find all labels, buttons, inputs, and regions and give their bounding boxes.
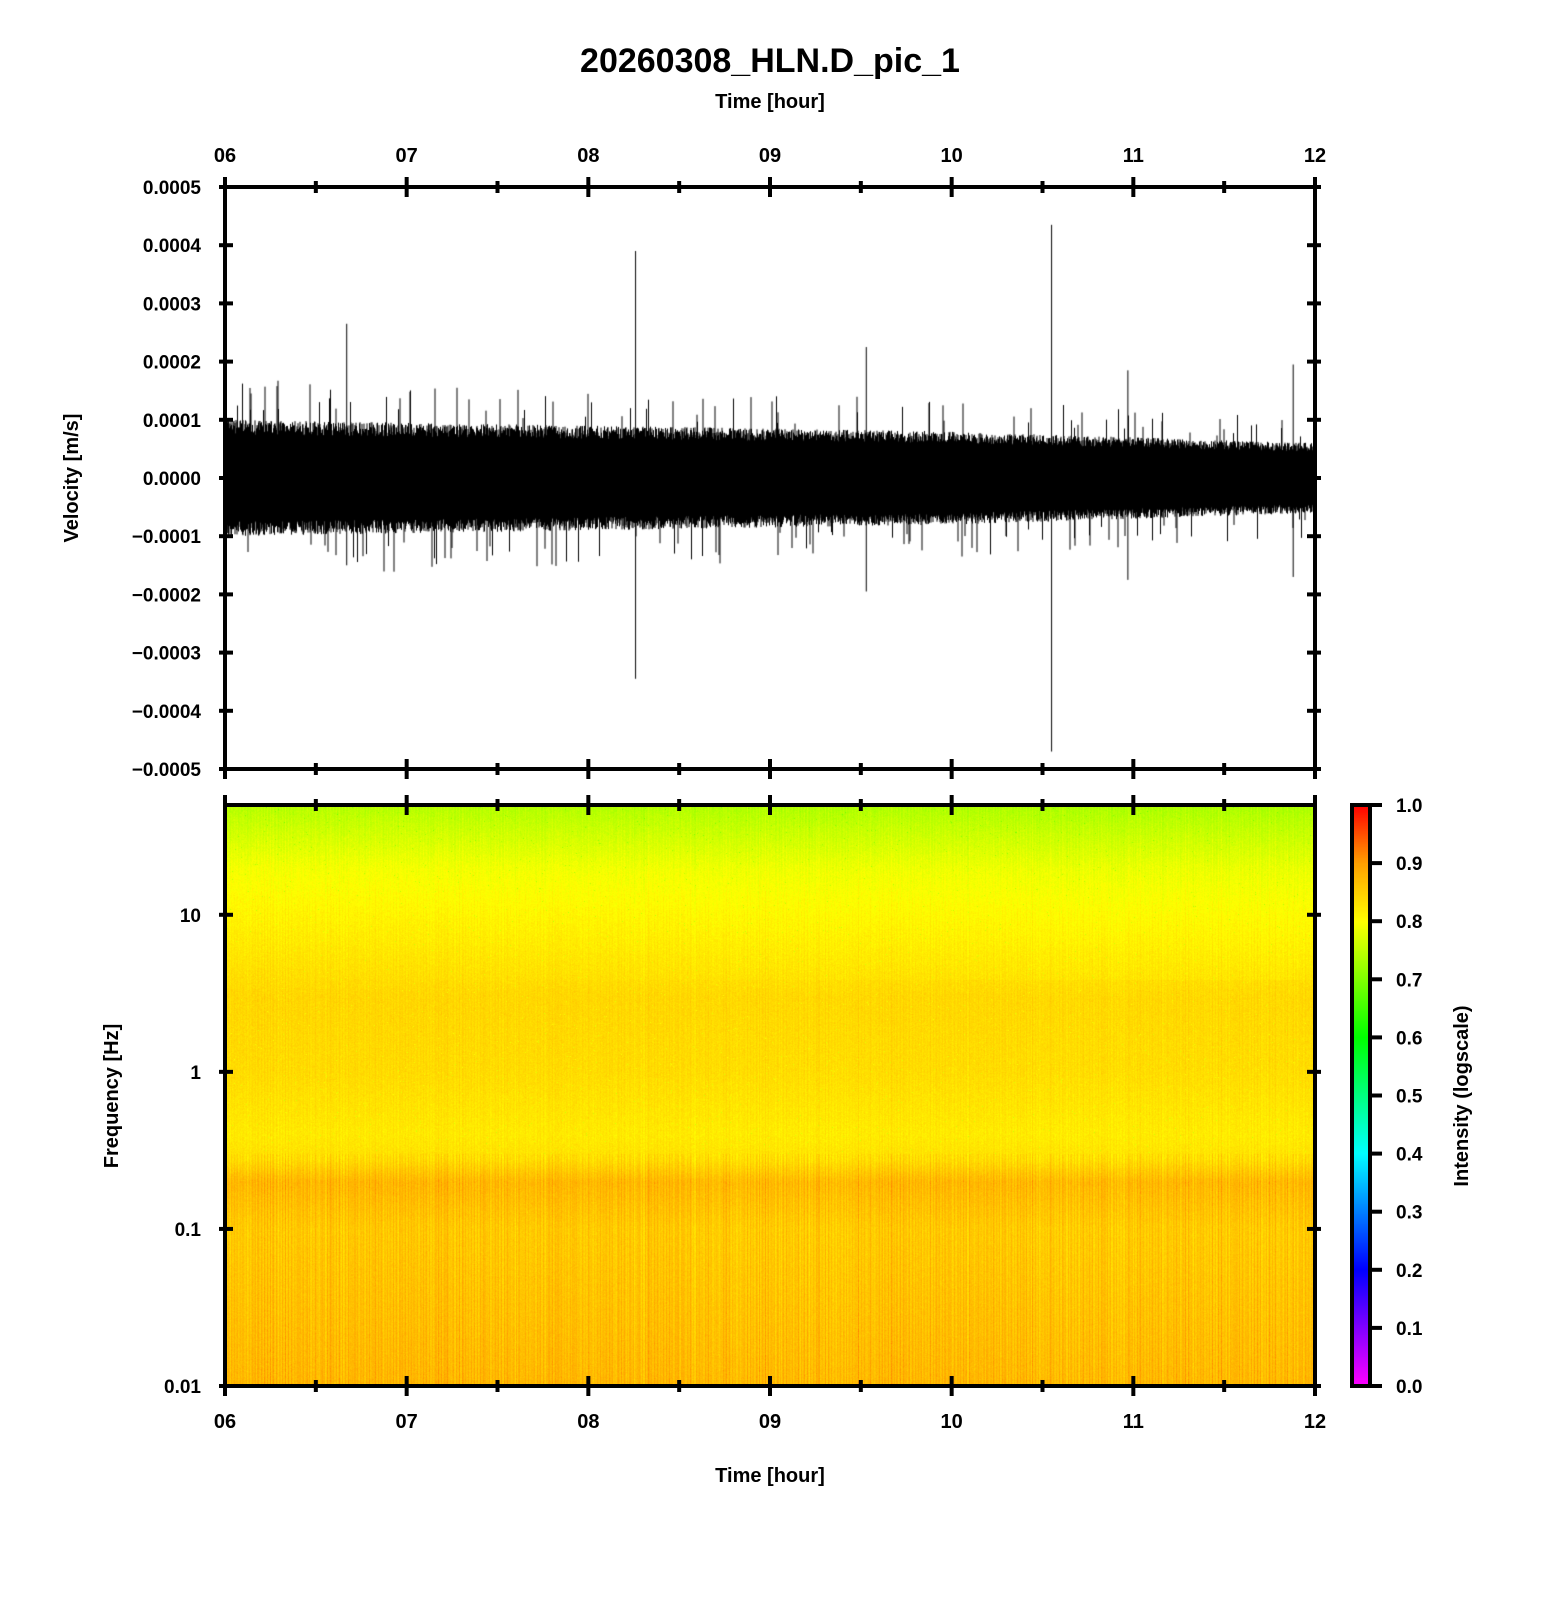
top-x-tick-label: 10 xyxy=(941,145,963,167)
top-x-tick-label: 06 xyxy=(214,145,236,167)
colorbar-tick-label: 0.6 xyxy=(1396,1028,1422,1049)
bottom-x-tick-label: 09 xyxy=(759,1411,781,1433)
colorbar-tick-label: 0.8 xyxy=(1396,912,1422,933)
colorbar-label: Intensity (logscale) xyxy=(1451,1005,1473,1186)
colorbar-tick-label: 0.4 xyxy=(1396,1145,1423,1166)
bottom-x-tick-label: 10 xyxy=(941,1411,963,1433)
colorbar-tick-label: 0.9 xyxy=(1396,854,1422,875)
frequency-tick-label: 0.01 xyxy=(164,1377,201,1398)
frequency-tick-label: 1 xyxy=(190,1063,201,1084)
frequency-tick-label: 10 xyxy=(180,906,201,927)
frequency-tick-label: 0.1 xyxy=(175,1220,202,1241)
top-x-tick-label: 11 xyxy=(1123,145,1144,167)
velocity-tick-label: 0.0004 xyxy=(143,236,202,257)
colorbar-tick-label: 0.2 xyxy=(1396,1261,1422,1282)
waveform-frame xyxy=(223,185,1317,771)
chart-title: 20260308_HLN.D_pic_1 xyxy=(580,42,960,80)
top-x-tick-label: 09 xyxy=(759,145,781,167)
velocity-tick-label: −0.0003 xyxy=(132,644,201,665)
spectrogram-heatmap xyxy=(225,805,1315,1386)
bottom-x-tick-label: 11 xyxy=(1123,1411,1144,1433)
velocity-tick-label: −0.0001 xyxy=(132,527,202,548)
velocity-tick-label: −0.0005 xyxy=(132,760,202,781)
bottom-x-tick-label: 06 xyxy=(214,1411,236,1433)
colorbar-frame xyxy=(1350,803,1372,1388)
top-x-axis-label: Time [hour] xyxy=(715,91,825,113)
colorbar-tick-label: 0.1 xyxy=(1396,1319,1423,1340)
bottom-x-tick-label: 07 xyxy=(396,1411,418,1433)
velocity-tick-label: −0.0004 xyxy=(132,702,202,723)
velocity-tick-label: 0.0000 xyxy=(143,469,201,490)
velocity-tick-label: 0.0005 xyxy=(143,178,202,199)
colorbar-tick-label: 0.3 xyxy=(1396,1203,1422,1224)
colorbar-gradient xyxy=(1352,805,1370,1386)
velocity-tick-label: 0.0002 xyxy=(143,353,201,374)
waveform-trace xyxy=(225,187,1315,769)
colorbar-tick-label: 0.0 xyxy=(1396,1377,1422,1398)
spectrogram-frame xyxy=(223,803,1317,1388)
frequency-axis-label: Frequency [Hz] xyxy=(101,1024,123,1168)
velocity-axis-label: Velocity [m/s] xyxy=(61,414,83,543)
colorbar-tick-label: 1.0 xyxy=(1396,796,1422,817)
bottom-x-tick-label: 08 xyxy=(577,1411,599,1433)
bottom-x-axis-label: Time [hour] xyxy=(715,1465,825,1487)
velocity-tick-label: −0.0002 xyxy=(132,585,201,606)
colorbar-tick-label: 0.5 xyxy=(1396,1087,1423,1108)
top-x-tick-label: 12 xyxy=(1304,145,1326,167)
velocity-tick-label: 0.0003 xyxy=(143,294,201,315)
top-x-tick-label: 08 xyxy=(577,145,599,167)
bottom-x-tick-label: 12 xyxy=(1304,1411,1326,1433)
top-x-tick-label: 07 xyxy=(396,145,418,167)
velocity-tick-label: 0.0001 xyxy=(143,411,202,432)
colorbar-tick-label: 0.7 xyxy=(1396,970,1422,991)
